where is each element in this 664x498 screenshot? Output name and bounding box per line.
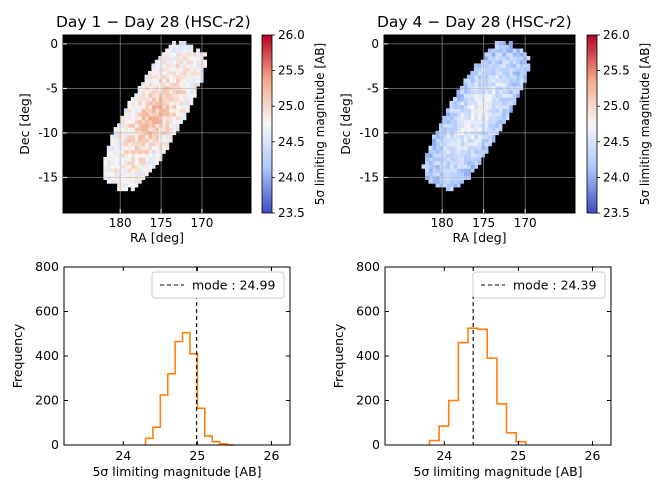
x-tick-label: 180 — [431, 216, 454, 230]
y-axis-label: Dec [deg] — [338, 93, 353, 154]
x-axis-label: RA [deg] — [452, 230, 506, 245]
y-tick-label: 200 — [35, 393, 59, 408]
y-tick-label: 800 — [356, 259, 380, 274]
skymap-panel-2: 180 175 170 0 -5 -10 -15 RA [deg] Dec [deg] Day 4… — [338, 13, 652, 245]
colorbar-tick-label: 24.5 — [278, 135, 305, 149]
skymap-panel-1: 180 175 170 0 -5 -10 -15 RA [deg] Dec [deg] Day 1… — [17, 13, 327, 245]
histogram-panel-1: 24 25 26 0 200 400 600 800 5σ limiting magnitude… — [10, 259, 291, 479]
y-tick-label: 400 — [356, 348, 380, 363]
y-axis-label: Frequency — [331, 323, 346, 388]
y-tick-label: 800 — [35, 259, 59, 274]
histogram-step — [144, 331, 235, 446]
y-tick-label: -5 — [367, 81, 379, 95]
y-tick-label: 400 — [35, 348, 59, 363]
legend-label: mode : 24.99 — [192, 278, 275, 293]
colorbar-tick-label: 23.5 — [603, 206, 630, 220]
colorbar-tick-label: 24.5 — [603, 135, 630, 149]
x-tick-label: 175 — [472, 216, 495, 230]
colorbar-tick-label: 25.5 — [278, 64, 305, 78]
histogram-step — [428, 327, 527, 445]
colorbar-tick-label: 25.5 — [603, 64, 630, 78]
y-tick-label: 0 — [50, 37, 58, 51]
colorbar-tick-label: 24.0 — [603, 170, 630, 184]
x-tick-label: 170 — [191, 216, 214, 230]
x-tick-label: 24 — [436, 448, 452, 463]
map-title: Day 4 − Day 28 (HSC-r2) — [377, 13, 572, 31]
x-tick-label: 26 — [585, 448, 601, 463]
x-tick-label: 24 — [115, 448, 131, 463]
y-tick-label: -10 — [38, 126, 58, 140]
x-tick-label: 25 — [189, 448, 205, 463]
y-tick-label: 0 — [372, 437, 380, 452]
histogram-panel-2: 24 25 26 0 200 400 600 800 5σ limiting magnitude… — [331, 259, 612, 479]
colorbar-tick-label: 24.0 — [278, 170, 305, 184]
axes-frame — [383, 34, 576, 214]
colorbar-tick-label: 26.0 — [278, 28, 305, 42]
y-tick-label: -10 — [359, 126, 379, 140]
colorbar-label: 5σ limiting magnitude [AB] — [638, 43, 652, 205]
legend-box — [472, 271, 606, 299]
map-title: Day 1 − Day 28 (HSC-r2) — [56, 13, 251, 31]
colorbar-tick-label: 25.0 — [278, 99, 305, 113]
x-axis-label: 5σ limiting magnitude [AB] — [413, 464, 582, 479]
x-tick-label: 180 — [109, 216, 132, 230]
y-tick-label: 0 — [371, 37, 379, 51]
x-tick-label: 170 — [514, 216, 537, 230]
colorbar — [586, 34, 598, 214]
colorbar-tick-label: 23.5 — [278, 206, 305, 220]
y-axis-label: Frequency — [10, 323, 25, 388]
y-tick-label: 600 — [35, 304, 59, 319]
x-tick-label: 26 — [264, 448, 280, 463]
colorbar-tick-label: 25.0 — [603, 99, 630, 113]
y-axis-label: Dec [deg] — [17, 93, 32, 154]
y-tick-label: -5 — [46, 81, 58, 95]
y-tick-label: -15 — [359, 170, 379, 184]
legend-label: mode : 24.39 — [513, 278, 596, 293]
legend-box — [151, 271, 285, 299]
axes-frame — [62, 34, 252, 214]
x-tick-label: 175 — [150, 216, 173, 230]
x-tick-label: 25 — [510, 448, 526, 463]
colorbar-label: 5σ limiting magnitude [AB] — [313, 43, 327, 205]
x-axis-label: 5σ limiting magnitude [AB] — [92, 464, 261, 479]
y-tick-label: 600 — [356, 304, 380, 319]
y-tick-label: 0 — [51, 437, 59, 452]
y-tick-label: -15 — [38, 170, 58, 184]
colorbar-tick-label: 26.0 — [603, 28, 630, 42]
x-axis-label: RA [deg] — [130, 230, 184, 245]
y-tick-label: 200 — [356, 393, 380, 408]
colorbar — [261, 34, 273, 214]
